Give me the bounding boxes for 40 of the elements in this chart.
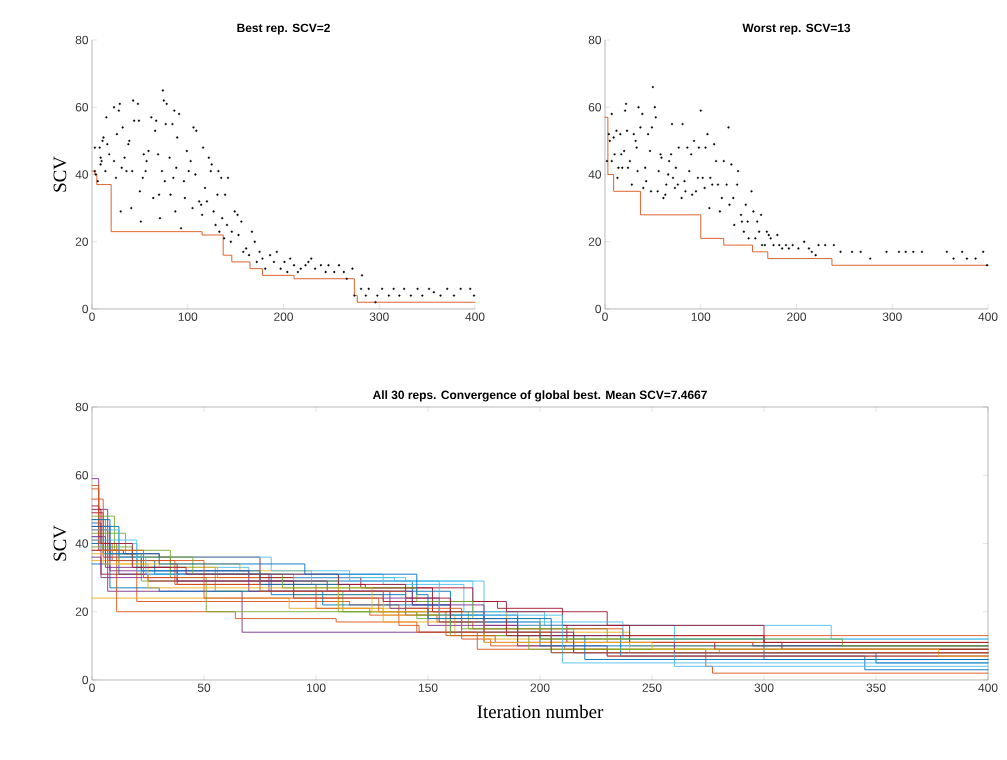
y-tick-label: 60 (588, 103, 602, 112)
y-tick-label: 0 (82, 675, 89, 685)
y-axis-title: SCV (53, 525, 67, 561)
x-tick-label: 0 (89, 683, 95, 692)
y-tick-label: 20 (588, 237, 602, 246)
x-tick-label: 400 (978, 312, 998, 321)
y-tick-label: 40 (75, 170, 89, 179)
y-tick-label: 80 (75, 35, 89, 45)
x-tick-label: 300 (369, 312, 389, 321)
x-tick-label: 250 (642, 683, 662, 692)
chart-title: Worst rep. SCV=13 (742, 23, 851, 35)
x-tick-label: 400 (465, 312, 485, 321)
x-tick-label: 100 (306, 683, 326, 692)
y-tick-label: 60 (75, 471, 89, 480)
y-tick-label: 60 (75, 103, 89, 112)
x-tick-label: 0 (602, 312, 608, 321)
x-tick-label: 300 (754, 683, 774, 692)
y-axis-title: SCV (53, 156, 67, 192)
y-tick-label: 0 (595, 304, 602, 314)
x-tick-label: 100 (691, 312, 711, 321)
x-tick-label: 400 (978, 683, 998, 692)
y-tick-label: 80 (75, 402, 89, 412)
x-tick-label: 150 (418, 683, 438, 692)
x-axis-title: Iteration number (477, 704, 604, 719)
y-tick-label: 20 (75, 237, 89, 246)
x-tick-label: 200 (274, 312, 294, 321)
y-tick-label: 80 (588, 35, 602, 45)
x-tick-label: 100 (178, 312, 198, 321)
x-tick-label: 50 (197, 683, 211, 692)
x-tick-label: 350 (866, 683, 886, 692)
x-tick-label: 200 (530, 683, 550, 692)
chart-title: All 30 reps. Convergence of global best. Mean SCV=7.4667 (372, 390, 707, 402)
y-tick-label: 0 (82, 304, 89, 314)
x-tick-label: 0 (89, 312, 95, 321)
x-tick-label: 300 (882, 312, 902, 321)
y-tick-label: 20 (75, 607, 89, 616)
chart-title: Best rep. SCV=2 (237, 23, 330, 35)
y-tick-label: 40 (75, 539, 89, 548)
x-tick-label: 200 (787, 312, 807, 321)
y-tick-label: 40 (588, 170, 602, 179)
